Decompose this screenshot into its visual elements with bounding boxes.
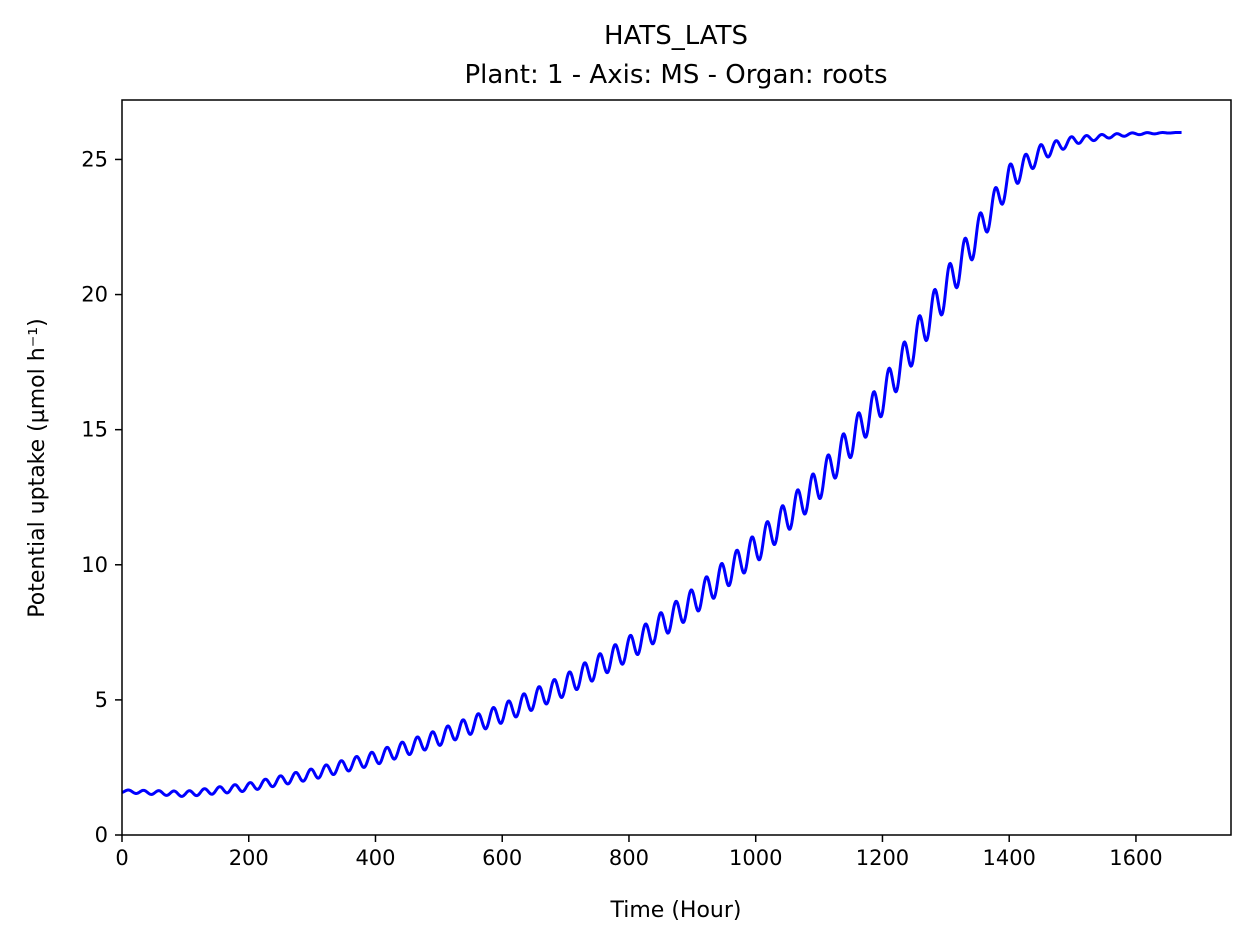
y-tick-label: 10	[81, 553, 108, 577]
x-tick-label: 0	[115, 846, 128, 870]
series-line	[121, 130, 1183, 798]
x-tick-label: 600	[482, 846, 522, 870]
x-tick-label: 1200	[856, 846, 909, 870]
x-tick-label: 400	[355, 846, 395, 870]
y-tick-label: 5	[95, 688, 108, 712]
y-tick-label: 0	[95, 823, 108, 847]
y-tick-label: 20	[81, 283, 108, 307]
axis-ticks: 0 200 400 600 800 1000 1200 1400 1600 0 5 10 15 20 25	[81, 147, 1162, 870]
x-tick-label: 1400	[982, 846, 1035, 870]
x-axis-label: Time (Hour)	[610, 898, 742, 923]
chart-subtitle: Plant: 1 - Axis: MS - Organ: roots	[464, 60, 887, 90]
x-tick-label: 800	[609, 846, 649, 870]
y-tick-label: 25	[81, 147, 108, 171]
y-axis-label: Potential uptake (µmol h⁻¹)	[25, 318, 50, 617]
y-tick-label: 15	[81, 418, 108, 442]
x-tick-label: 200	[229, 846, 269, 870]
x-tick-label: 1000	[729, 846, 782, 870]
plot-area	[121, 130, 1183, 798]
chart-title: HATS_LATS	[604, 21, 748, 51]
x-tick-label: 1600	[1109, 846, 1162, 870]
axes-frame	[121, 99, 1232, 836]
